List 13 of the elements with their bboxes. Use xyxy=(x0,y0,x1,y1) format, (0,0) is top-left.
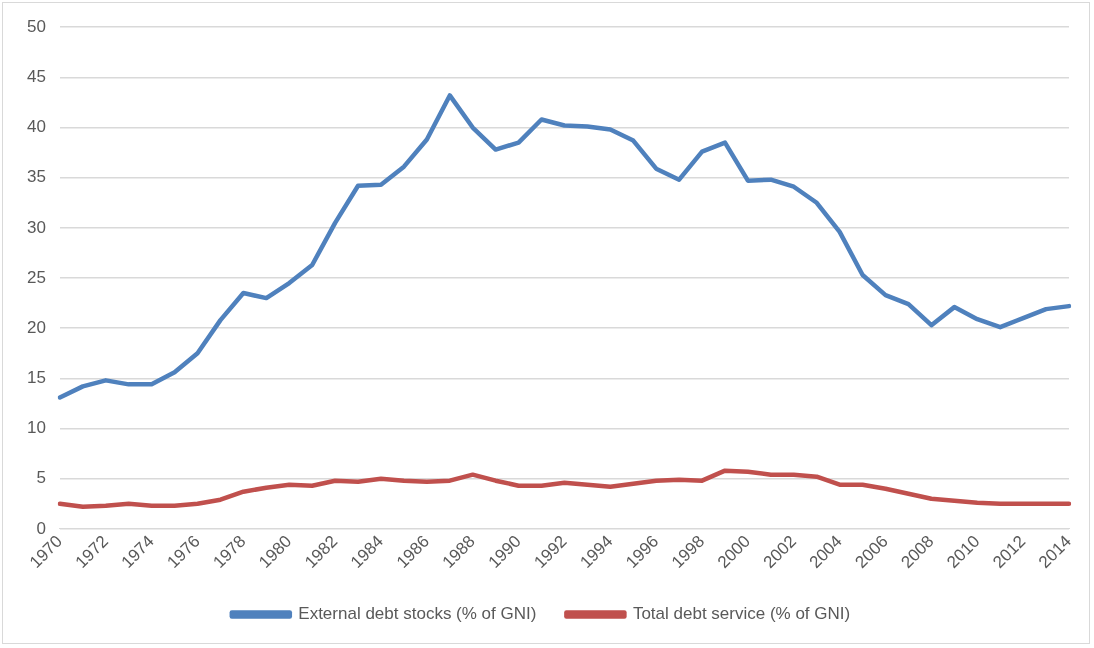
y-tick-label: 45 xyxy=(26,67,46,87)
y-tick-label: 15 xyxy=(26,368,46,388)
y-tick-label: 10 xyxy=(26,418,46,438)
y-tick-label: 35 xyxy=(26,167,46,187)
y-tick-label: 50 xyxy=(26,16,46,36)
legend-label: Total debt service (% of GNI) xyxy=(632,604,851,624)
y-tick-label: 20 xyxy=(26,317,46,337)
y-tick-label: 40 xyxy=(26,117,46,137)
y-tick-label: 30 xyxy=(26,217,46,237)
y-tick-label: 0 xyxy=(36,518,46,538)
legend-label: External debt stocks (% of GNI) xyxy=(298,604,537,624)
y-tick-label: 5 xyxy=(36,468,46,488)
y-tick-label: 25 xyxy=(26,267,46,287)
